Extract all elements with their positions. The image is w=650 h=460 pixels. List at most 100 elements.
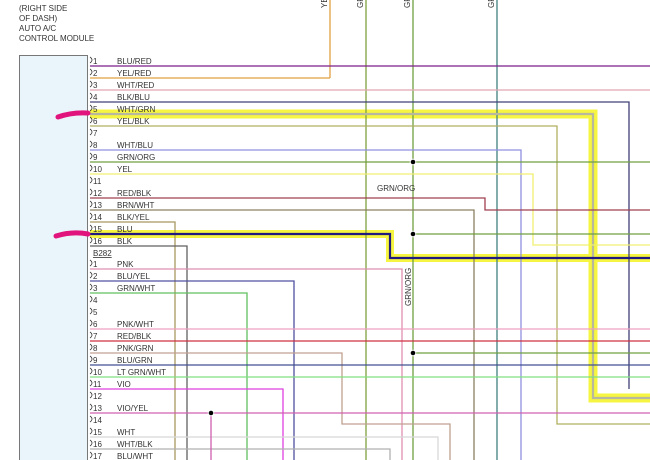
pin-terminal-icon	[89, 176, 93, 184]
pin-number: 10	[93, 165, 102, 174]
splice-dot-icon	[409, 230, 417, 238]
wire-label: BLK	[117, 237, 133, 246]
pin-terminal-icon	[89, 116, 93, 124]
pin-number: 4	[93, 296, 98, 305]
wire-label: WHT/BLK	[117, 440, 153, 449]
pin-number: 13	[93, 404, 102, 413]
wire[interactable]	[90, 388, 284, 460]
splice-dot-icon	[207, 409, 215, 417]
pin-terminal-icon	[89, 379, 93, 387]
wire[interactable]	[90, 149, 522, 460]
wire[interactable]	[90, 232, 650, 260]
pin-terminal-icon	[89, 259, 93, 267]
vertical-wire-label: GR	[487, 0, 496, 8]
wire-label: WHT/GRN	[117, 105, 155, 114]
pin-number: 14	[93, 416, 102, 425]
wire-label: LT GRN/WHT	[117, 368, 166, 377]
pin-terminal-icon	[89, 439, 93, 447]
wire[interactable]	[90, 352, 451, 460]
pin-number: 7	[93, 332, 98, 341]
pin-terminal-icon	[89, 92, 93, 100]
wire-label: YEL/BLK	[117, 117, 150, 126]
pin-number: 16	[93, 237, 102, 246]
wire-label: BLK/YEL	[117, 213, 150, 222]
wire[interactable]	[90, 197, 650, 211]
wire-label: VIO	[117, 380, 131, 389]
pin-number: 8	[93, 141, 98, 150]
wire-label: GRN/WHT	[117, 284, 155, 293]
pin-terminal-icon	[89, 295, 93, 303]
pin-number: 14	[93, 213, 102, 222]
pin-number: 3	[93, 284, 98, 293]
vertical-wire-label: GR	[403, 0, 412, 8]
pin-number: 13	[93, 201, 102, 210]
wire-label: BLU/YEL	[117, 272, 150, 281]
marker-pin15	[53, 230, 91, 239]
wire[interactable]	[90, 448, 391, 460]
pin-terminal-icon	[89, 283, 93, 291]
pin-terminal-icon	[89, 152, 93, 160]
pin-number: 4	[93, 93, 98, 102]
wire-label: BRN/WHT	[117, 201, 154, 210]
wire-label: VIO/YEL	[117, 404, 149, 413]
pin-terminal-icon	[89, 80, 93, 88]
pin-terminal-icon	[89, 200, 93, 208]
pin-terminal-icon	[89, 56, 93, 64]
wire[interactable]	[90, 280, 295, 460]
wire[interactable]	[90, 292, 248, 460]
pin-terminal-icon	[89, 164, 93, 172]
pin-number: 16	[93, 440, 102, 449]
wire-label: RED/BLK	[117, 189, 152, 198]
pin-terminal-icon	[89, 128, 93, 136]
vertical-wire-label: GR	[356, 0, 365, 8]
pin-terminal-icon	[89, 212, 93, 220]
wire-label: BLU	[117, 225, 133, 234]
wire[interactable]	[90, 125, 650, 425]
wire-label: RED/BLK	[117, 332, 152, 341]
pin-terminal-icon	[89, 355, 93, 363]
pin-terminal-icon	[89, 319, 93, 327]
splice-label: GRN/ORG	[377, 184, 415, 193]
pin-number: 1	[93, 57, 98, 66]
pin-terminal-icon	[89, 68, 93, 76]
wire-label: PNK	[117, 260, 134, 269]
wire-label: BLU/RED	[117, 57, 152, 66]
wire[interactable]	[90, 112, 650, 400]
wire-label: BLU/WHT	[117, 452, 153, 460]
pin-number: 8	[93, 344, 98, 353]
pin-terminal-icon	[89, 415, 93, 423]
pin-terminal-icon	[89, 451, 93, 459]
control-module-box	[19, 55, 88, 460]
pin-terminal-icon	[89, 331, 93, 339]
wire[interactable]	[90, 268, 403, 460]
pin-terminal-icon	[89, 271, 93, 279]
wire-label: PNK/WHT	[117, 320, 154, 329]
pin-number: 1	[93, 260, 98, 269]
pin-terminal-icon	[89, 224, 93, 232]
pin-terminal-icon	[89, 403, 93, 411]
wire-label: WHT	[117, 428, 135, 437]
pin-number: 11	[93, 380, 102, 389]
splice-dot-icon	[409, 349, 417, 357]
pin-terminal-icon	[89, 367, 93, 375]
wire-label: PNK/GRN	[117, 344, 154, 353]
pin-number: 5	[93, 308, 98, 317]
pin-number: 2	[93, 272, 98, 281]
pin-number: 15	[93, 428, 102, 437]
pin-terminal-icon	[89, 307, 93, 315]
pin-number: 2	[93, 69, 98, 78]
wire[interactable]	[90, 436, 439, 460]
pin-number: 7	[93, 129, 98, 138]
pin-number: 3	[93, 81, 98, 90]
wire-label: WHT/BLU	[117, 141, 153, 150]
wire-label: YEL	[117, 165, 133, 174]
vertical-wire-label: YE	[320, 0, 329, 8]
pin-number: 12	[93, 392, 102, 401]
wire-label: WHT/RED	[117, 81, 155, 90]
pin-terminal-icon	[89, 236, 93, 244]
wire-label: BLK/BLU	[117, 93, 150, 102]
wire[interactable]	[90, 101, 630, 389]
wire[interactable]	[90, 221, 176, 460]
